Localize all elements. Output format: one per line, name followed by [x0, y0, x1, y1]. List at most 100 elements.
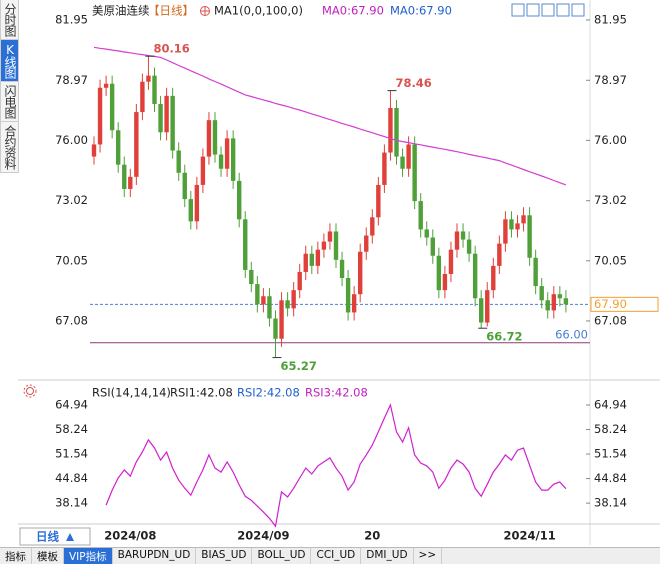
sidebar-tab[interactable]: K线图 — [0, 40, 19, 82]
add-icon[interactable] — [200, 6, 210, 16]
candle-body — [448, 249, 454, 274]
candle-body — [309, 253, 314, 266]
candle-body — [497, 243, 502, 266]
y-tick-label: 73.02 — [594, 193, 627, 207]
annotation-label: 65.27 — [281, 359, 317, 373]
toolbar-icons[interactable] — [511, 3, 585, 17]
rsi-line — [105, 403, 567, 528]
candle-body — [539, 286, 544, 301]
candle-body — [412, 144, 417, 202]
candle-body — [563, 298, 569, 305]
toolbar-tab[interactable]: BIAS_UD — [196, 548, 253, 564]
candle-body — [176, 150, 181, 173]
period-button-arrow[interactable] — [66, 533, 74, 541]
sidebar-tab[interactable]: 合约资料 — [0, 122, 19, 173]
candle-body — [170, 95, 175, 151]
period-button-label[interactable]: 日线 — [36, 530, 59, 544]
candle-body — [291, 290, 296, 309]
last-price-label: 67.90 — [594, 297, 627, 311]
y-tick-label: 38.14 — [55, 496, 88, 510]
candle-body — [140, 81, 145, 113]
y-tick-label: 81.95 — [594, 12, 627, 26]
candle-body — [333, 231, 339, 260]
candle-body — [212, 120, 218, 155]
candle-body — [364, 235, 369, 252]
y-tick-label: 38.14 — [594, 496, 627, 510]
candle-body — [388, 108, 393, 153]
y-tick-label: 81.95 — [55, 12, 88, 26]
candle-body — [454, 231, 460, 250]
ma-legend-value: MA0:67.90 — [390, 4, 452, 18]
sidebar-tab[interactable]: 闪电图 — [0, 82, 19, 122]
toolbar-tab[interactable]: 指标 — [0, 548, 32, 564]
y-tick-label: 70.05 — [55, 253, 88, 267]
candle-body — [418, 201, 423, 230]
candle-body — [351, 294, 357, 313]
annotation-label: 80.16 — [153, 42, 189, 56]
candle-body — [230, 138, 236, 181]
candle-body — [128, 176, 133, 189]
sidebar-tab[interactable]: 分时图 — [0, 0, 19, 40]
rsi-settings-icon[interactable] — [23, 384, 37, 398]
candle-body — [315, 249, 321, 266]
candle-body — [279, 300, 284, 339]
y-tick-label: 58.24 — [594, 422, 627, 436]
candle-body — [551, 294, 556, 311]
candle-body — [237, 180, 242, 220]
toolbar-tab[interactable]: >> — [414, 548, 443, 564]
toolbar-tab[interactable]: 模板 — [32, 548, 64, 564]
period-label: 【日线】 — [148, 4, 194, 18]
y-tick-label: 51.54 — [594, 447, 627, 461]
candle-body — [472, 253, 478, 299]
toolbar-tab[interactable]: BOLL_UD — [252, 548, 312, 564]
candle-body — [297, 271, 302, 291]
y-tick-label: 64.94 — [55, 397, 88, 411]
candle-body — [479, 298, 484, 323]
candle-body — [533, 257, 538, 287]
x-tick-label: 2024/09 — [237, 529, 289, 543]
candle-body — [491, 265, 496, 291]
candle-body — [224, 138, 230, 169]
candle-body — [152, 75, 157, 104]
candle-body — [261, 296, 266, 305]
toolbar-tab[interactable]: BARUPDN_UD — [113, 548, 197, 564]
candle-body — [515, 223, 520, 230]
toolbar-tab[interactable]: CCI_UD — [311, 548, 362, 564]
toolbar-tab[interactable]: VIP指标 — [64, 548, 113, 564]
y-tick-label: 64.94 — [594, 397, 627, 411]
candle-body — [436, 255, 442, 291]
y-tick-label: 78.97 — [55, 73, 88, 87]
candle-body — [243, 219, 248, 270]
candle-body — [122, 164, 127, 189]
symbol-title: 美原油连续 — [92, 4, 150, 18]
candle-body — [188, 199, 193, 222]
y-tick-label: 67.08 — [55, 313, 88, 327]
y-tick-label: 51.54 — [55, 447, 88, 461]
y-tick-label: 76.00 — [55, 133, 88, 147]
sidebar: 分时图 K线图 闪电图 合约资料 — [0, 0, 19, 173]
candle-body — [273, 318, 278, 339]
candle-body — [146, 75, 151, 82]
annotation-label: 66.72 — [486, 330, 522, 344]
candle-body — [466, 239, 472, 254]
ma-legend-value: MA0:67.90 — [322, 4, 384, 18]
annotation-label: 78.46 — [395, 76, 431, 90]
candle-body — [503, 219, 508, 244]
candle-body — [218, 154, 224, 169]
candle-body — [509, 219, 514, 230]
rsi-legend: RSI(14,14,14) — [92, 386, 171, 400]
toolbar-tab[interactable]: DMI_UD — [361, 548, 414, 564]
candle-body — [285, 300, 290, 309]
candle-body — [545, 300, 550, 311]
candle-body — [182, 172, 187, 200]
candle-body — [424, 229, 429, 238]
candle-body — [249, 269, 254, 285]
candle-body — [303, 253, 308, 272]
candle-body — [557, 294, 563, 299]
candle-body — [358, 251, 363, 295]
candle-body — [267, 296, 272, 319]
candle-body — [91, 144, 97, 157]
y-tick-label: 78.97 — [594, 73, 627, 87]
y-tick-label: 67.08 — [594, 313, 627, 327]
